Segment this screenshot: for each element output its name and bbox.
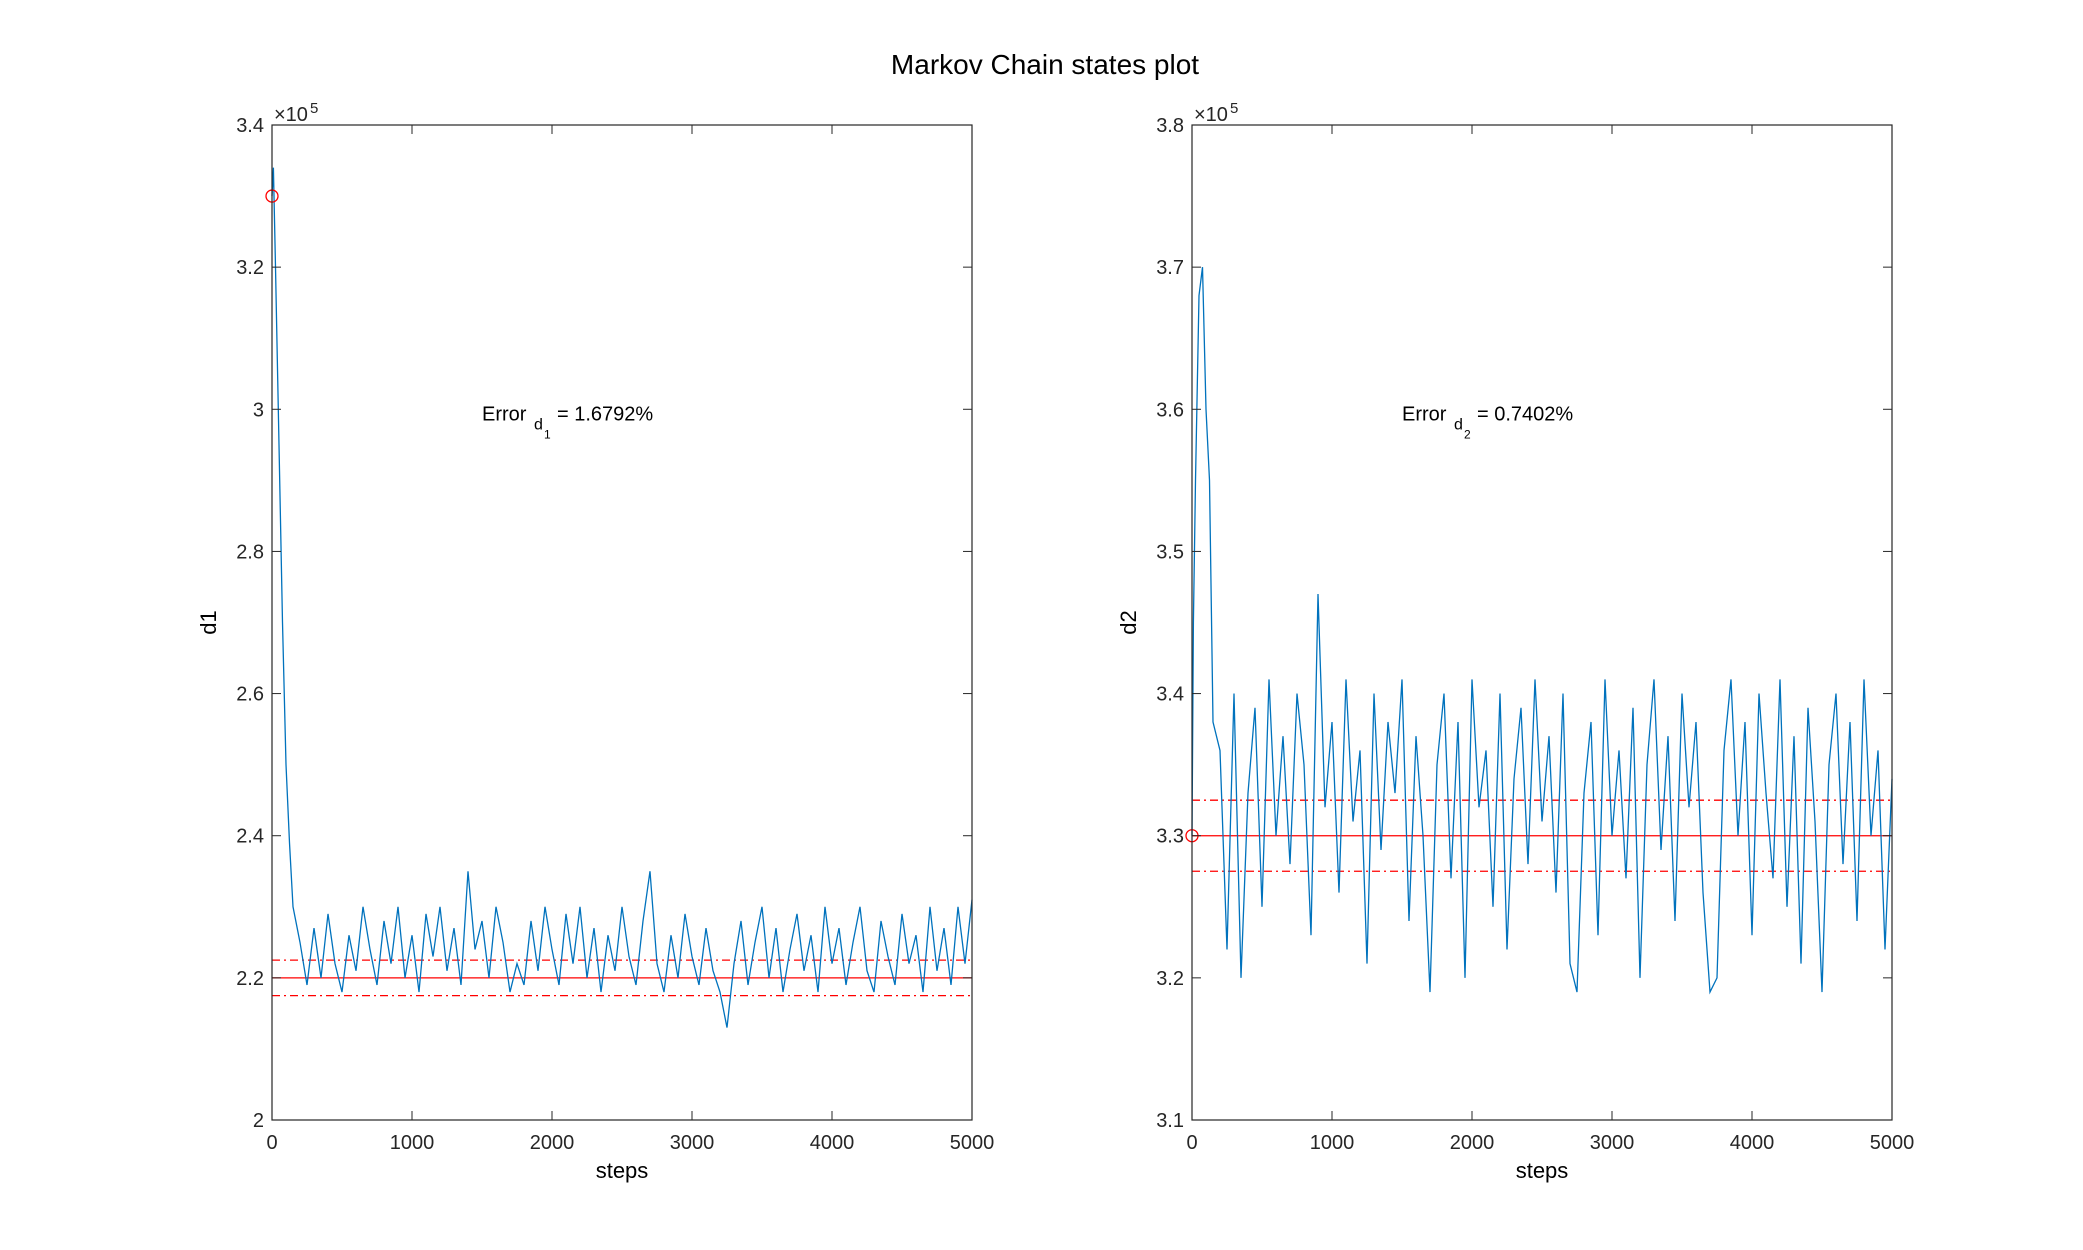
x-tick-label: 2000 xyxy=(530,1132,575,1154)
axis-exponent-power: 5 xyxy=(310,100,318,117)
x-tick-label: 5000 xyxy=(1870,1132,1915,1154)
y-tick-label: 2.4 xyxy=(236,826,264,848)
y-tick-label: 2.2 xyxy=(236,968,264,990)
annotation-sub: d xyxy=(534,417,543,434)
y-tick-label: 3 xyxy=(253,399,264,421)
axes-box xyxy=(271,124,973,1121)
axes: 3.1 3.2 3.3 3.4 3.5 3.6 3.7 3.8 0 1000 2000 3000 400… xyxy=(1116,100,1914,1183)
axis-exponent-base: ×10 xyxy=(274,104,308,126)
trace-line xyxy=(271,167,973,1028)
trace-line xyxy=(1191,267,1893,995)
axis-exponent-power: 5 xyxy=(1230,100,1238,117)
x-tick-label: 1000 xyxy=(390,1132,435,1154)
x-axis-label: steps xyxy=(1516,1158,1569,1183)
annotation: Error xyxy=(1402,404,1447,426)
y-tick-label: 3.7 xyxy=(1156,257,1184,279)
y-axis-label: d2 xyxy=(1116,610,1141,634)
annotation-value: = 0.7402% xyxy=(1477,404,1573,426)
axes: 2 2.2 2.4 2.6 2.8 3 3.2 3.4 0 1000 2000 3000 4000 500… xyxy=(196,100,994,1183)
y-axis-label: d1 xyxy=(196,610,221,634)
y-tick-label: 3.6 xyxy=(1156,399,1184,421)
x-tick-label: 2000 xyxy=(1450,1132,1495,1154)
axes-box xyxy=(1191,124,1893,1121)
y-tick-label: 3.2 xyxy=(236,257,264,279)
annotation-subsub: 2 xyxy=(1464,428,1471,442)
x-tick-label: 4000 xyxy=(810,1132,855,1154)
annotation: Error xyxy=(482,404,527,426)
y-tick-label: 2.6 xyxy=(236,684,264,706)
chart-title: Markov Chain states plot xyxy=(891,49,1199,80)
y-tick-label: 2 xyxy=(253,1110,264,1132)
y-tick-label: 3.4 xyxy=(236,115,264,137)
annotation-value: = 1.6792% xyxy=(557,404,653,426)
y-tick-label: 2.8 xyxy=(236,541,264,563)
x-tick-label: 0 xyxy=(1186,1132,1197,1154)
x-axis-label: steps xyxy=(596,1158,649,1183)
y-tick-label: 3.8 xyxy=(1156,115,1184,137)
x-tick-label: 3000 xyxy=(1590,1132,1635,1154)
x-tick-label: 5000 xyxy=(950,1132,995,1154)
x-tick-label: 3000 xyxy=(670,1132,715,1154)
y-tick-label: 3.5 xyxy=(1156,541,1184,563)
y-tick-label: 3.1 xyxy=(1156,1110,1184,1132)
y-tick-label: 3.2 xyxy=(1156,968,1184,990)
x-tick-label: 1000 xyxy=(1310,1132,1355,1154)
axis-exponent-base: ×10 xyxy=(1194,104,1228,126)
x-tick-label: 0 xyxy=(266,1132,277,1154)
y-tick-label: 3.3 xyxy=(1156,826,1184,848)
annotation-sub: d xyxy=(1454,417,1463,434)
annotation-subsub: 1 xyxy=(544,428,551,442)
x-tick-label: 4000 xyxy=(1730,1132,1775,1154)
y-tick-label: 3.4 xyxy=(1156,684,1184,706)
